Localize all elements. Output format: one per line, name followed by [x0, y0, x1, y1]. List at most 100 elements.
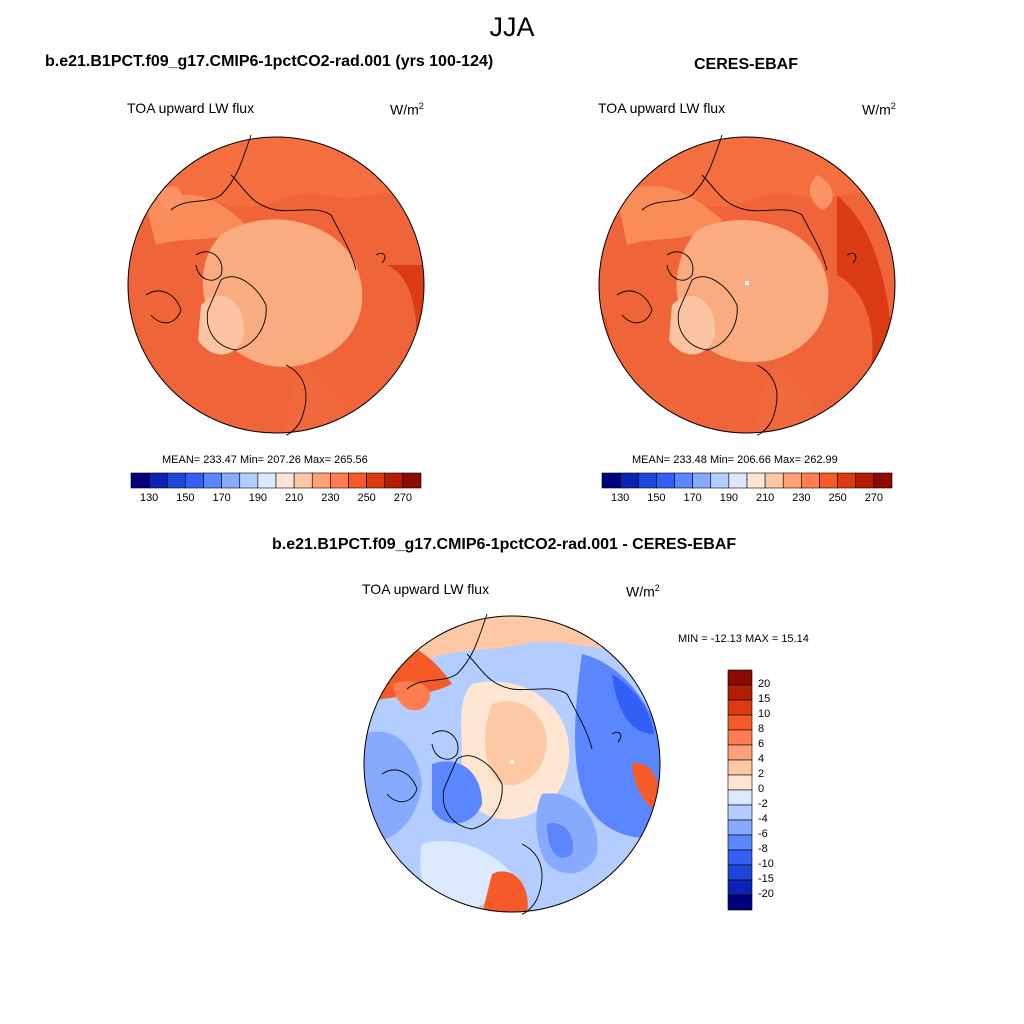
colorbar-obs [601, 472, 893, 489]
colorbar-swatch [727, 759, 753, 776]
colorbar-model [130, 472, 422, 489]
colorbar-swatch [330, 472, 349, 489]
colorbar-swatch [239, 472, 259, 489]
coastlines-diff [381, 613, 622, 915]
colorbar-swatch [727, 879, 753, 896]
colorbar-tick-label: 230 [792, 492, 811, 504]
colorbar-tick-label: 20 [758, 678, 771, 690]
colorbar-tick-label: 170 [212, 492, 231, 504]
colorbar-tick-label: 190 [719, 492, 739, 504]
colorbar-swatch [148, 472, 168, 489]
colorbar-tick-label: -20 [758, 888, 774, 900]
colorbar-swatch [674, 472, 693, 489]
colorbar-tick-label: 270 [864, 492, 884, 504]
colorbar-tick-label: -2 [758, 798, 768, 810]
colorbar-swatch [275, 472, 295, 489]
figure-title: JJA [489, 12, 535, 42]
colorbar-tick-label: 2 [758, 768, 765, 780]
stats-diff: MIN = -12.13 MAX = 15.14 [678, 633, 809, 645]
colorbar-tick-label: 130 [610, 492, 630, 504]
colorbar-swatch [257, 472, 277, 489]
colorbar-swatch [727, 744, 753, 761]
colorbar-tick-label: 0 [758, 783, 765, 795]
colorbar-swatch [837, 472, 857, 489]
colorbar-tick-label: 150 [647, 492, 666, 504]
colorbar-swatch [727, 834, 753, 851]
stats-obs: MEAN= 233.48 Min= 206.66 Max= 262.99 [632, 454, 838, 466]
colorbar-swatch [601, 472, 621, 489]
colorbar-tick-label: 4 [758, 753, 765, 765]
variable-label-obs: TOA upward LW flux [598, 100, 726, 116]
colorbar-swatch [727, 849, 753, 866]
colorbar-swatch [727, 864, 753, 881]
colorbar-swatch [348, 472, 367, 489]
colorbar-swatch [656, 472, 675, 489]
colorbar-tick-label: -4 [758, 813, 768, 825]
units-label-model: W/m2 [390, 101, 424, 118]
variable-label-diff: TOA upward LW flux [362, 581, 490, 597]
units-label-obs: W/m2 [862, 101, 896, 118]
polar-map-model [127, 134, 425, 436]
colorbar-tick-label: 170 [683, 492, 702, 504]
variable-label-model: TOA upward LW flux [127, 100, 255, 116]
polar-map-obs [598, 134, 896, 436]
panel-title-obs: CERES-EBAF [694, 56, 799, 73]
colorbar-tick-label: -8 [758, 843, 768, 855]
colorbar-swatch [221, 472, 241, 489]
colorbar-swatch [727, 714, 753, 731]
colorbar-tick-label: 230 [321, 492, 340, 504]
colorbar-swatch [402, 472, 422, 489]
polar-map-diff [363, 613, 661, 915]
colorbar-diff [727, 669, 753, 911]
colorbar-swatch [727, 804, 753, 821]
colorbar-tick-label: -6 [758, 828, 768, 840]
colorbar-tick-label: 15 [758, 693, 771, 705]
colorbar-swatch [619, 472, 639, 489]
colorbar-tick-label: -15 [758, 873, 774, 885]
colorbar-swatch [185, 472, 204, 489]
colorbar-swatch [727, 684, 753, 701]
colorbar-swatch [873, 472, 893, 489]
colorbar-swatch [764, 472, 784, 489]
colorbar-tick-label: 250 [828, 492, 847, 504]
colorbar-swatch [727, 819, 753, 836]
colorbar-swatch [710, 472, 730, 489]
colorbar-swatch [819, 472, 838, 489]
coastlines-model [145, 134, 386, 436]
colorbar-swatch [637, 472, 657, 489]
colorbar-tick-label: 10 [758, 708, 771, 720]
colorbar-tick-label: 210 [755, 492, 775, 504]
colorbar-swatch [384, 472, 404, 489]
colorbar-swatch [727, 789, 753, 806]
colorbar-tick-label: 150 [176, 492, 195, 504]
colorbar-tick-label: 190 [248, 492, 268, 504]
colorbar-swatch [130, 472, 150, 489]
colorbar-tick-label: 270 [393, 492, 413, 504]
units-label-diff: W/m2 [626, 583, 660, 600]
colorbar-swatch [293, 472, 313, 489]
coastlines-obs [616, 134, 857, 436]
colorbar-swatch [203, 472, 222, 489]
colorbar-swatch [728, 472, 748, 489]
colorbar-swatch [727, 729, 753, 746]
colorbar-swatch [311, 472, 331, 489]
colorbar-tick-label: 210 [284, 492, 304, 504]
panel-title-diff: b.e21.B1PCT.f09_g17.CMIP6-1pctCO2-rad.00… [272, 536, 737, 553]
colorbar-swatch [727, 699, 753, 716]
colorbar-swatch [727, 669, 753, 686]
colorbar-tick-label: 8 [758, 723, 765, 735]
colorbar-swatch [801, 472, 820, 489]
colorbar-tick-label: 6 [758, 738, 765, 750]
colorbar-swatch [692, 472, 712, 489]
stats-model: MEAN= 233.47 Min= 207.26 Max= 265.56 [162, 454, 368, 466]
colorbar-tick-label: 250 [357, 492, 376, 504]
colorbar-tick-label: 130 [139, 492, 159, 504]
colorbar-swatch [782, 472, 802, 489]
colorbar-tick-label: -10 [758, 858, 774, 870]
colorbar-swatch [727, 894, 753, 911]
colorbar-swatch [727, 774, 753, 791]
colorbar-swatch [855, 472, 875, 489]
panel-title-model: b.e21.B1PCT.f09_g17.CMIP6-1pctCO2-rad.00… [45, 53, 494, 70]
colorbar-swatch [746, 472, 766, 489]
colorbar-swatch [366, 472, 386, 489]
